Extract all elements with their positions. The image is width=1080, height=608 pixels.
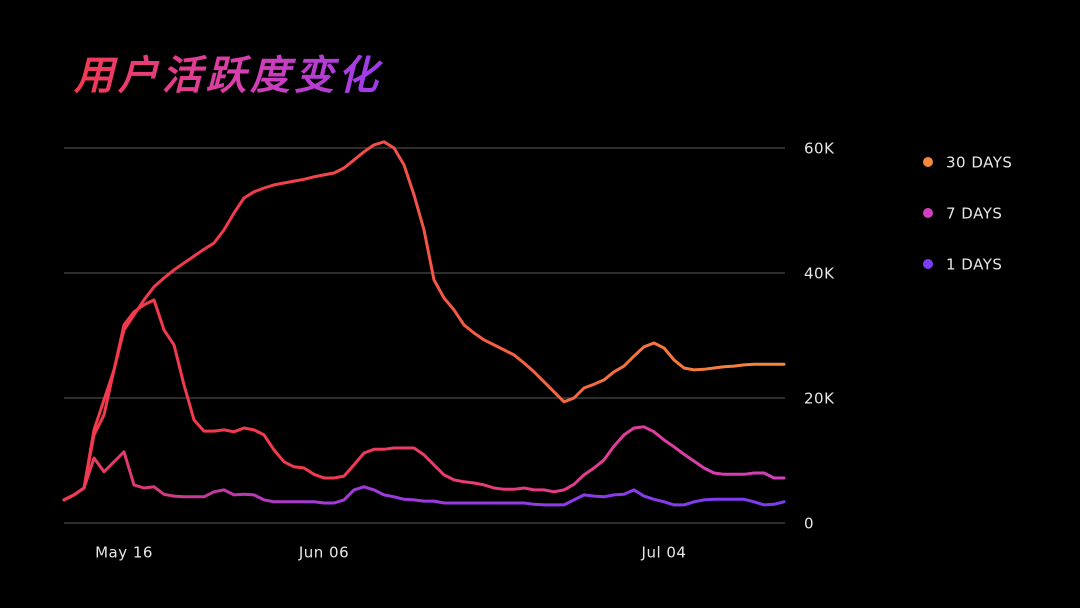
legend-marker bbox=[923, 259, 933, 269]
y-tick-label: 0 bbox=[804, 515, 814, 533]
series-line bbox=[62, 140, 786, 502]
x-tick-label: May 16 bbox=[95, 544, 153, 562]
series-line bbox=[62, 298, 786, 502]
x-tick-label: Jun 06 bbox=[298, 544, 349, 562]
legend-label: 30 DAYS bbox=[946, 154, 1012, 172]
legend-label: 1 DAYS bbox=[946, 256, 1002, 274]
y-tick-label: 60K bbox=[804, 140, 835, 158]
y-tick-label: 40K bbox=[804, 265, 835, 283]
chart-title: 用户活跃度变化 bbox=[73, 53, 383, 99]
y-tick-label: 20K bbox=[804, 390, 835, 408]
x-tick-label: Jul 04 bbox=[641, 544, 687, 562]
legend-label: 7 DAYS bbox=[946, 205, 1002, 223]
legend-marker bbox=[923, 208, 933, 218]
legend-marker bbox=[923, 157, 933, 167]
series-line bbox=[62, 450, 786, 507]
